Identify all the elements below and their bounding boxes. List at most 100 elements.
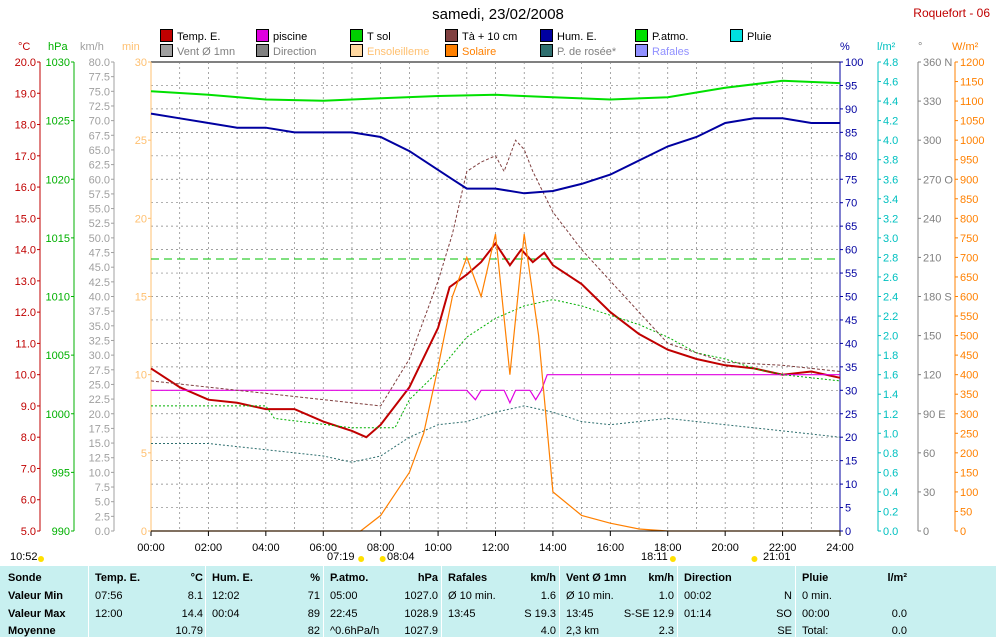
stats-header: Direction: [684, 572, 732, 584]
stats-cell-time: 2,3 km: [566, 625, 600, 637]
axis-label-rain: 3.8: [883, 155, 898, 167]
axis-label-rain: 0.4: [883, 487, 898, 499]
axis-label-wind: 47.5: [89, 248, 110, 260]
stats-cell-value: 14.4: [181, 608, 203, 620]
stats-cell-value: 82: [307, 625, 320, 637]
marker-dot-sunrise: [358, 556, 365, 562]
axis-label-solar: 850: [960, 194, 978, 206]
axis-label-wind: 57.5: [89, 189, 110, 201]
legend-item: Rafales: [635, 44, 689, 58]
legend-item: piscine: [256, 29, 307, 43]
axis-label-rain: 4.8: [883, 57, 898, 69]
legend-item: T sol: [350, 29, 391, 43]
stats-cell-value: SO: [776, 608, 792, 620]
axis-label-rain: 1.4: [883, 389, 898, 401]
axis-label-press: 1010: [46, 292, 70, 304]
axis-label-wind: 75.0: [89, 86, 110, 98]
axis-label-rain: 2.0: [883, 331, 898, 343]
axis-label-hum: 85: [845, 127, 857, 139]
legend-label: Vent Ø 1mn: [177, 46, 236, 58]
x-tick-label: 04:00: [252, 542, 280, 554]
axis-label-hum: 80: [845, 151, 857, 163]
axis-label-wind: 45.0: [89, 262, 110, 274]
axis-label-dir: 240: [923, 213, 941, 225]
axis-label-wind: 67.5: [89, 130, 110, 142]
axis-label-solar: 200: [960, 448, 978, 460]
marker-dot-sunrise2: [379, 556, 386, 562]
axis-label-solar: 350: [960, 389, 978, 401]
axis-label-wind: 0.0: [95, 526, 110, 538]
axis-label-temp: 11.0: [15, 338, 36, 350]
axis-label-wind: 42.5: [89, 277, 110, 289]
legend-label: Hum. E.: [557, 31, 597, 43]
stats-cell-time: Total:: [802, 625, 829, 637]
axis-label-rain: 2.4: [883, 292, 898, 304]
series-line: [151, 299, 841, 429]
axis-label-wind: 25.0: [89, 379, 110, 391]
axis-label-dir: 360 N: [923, 57, 952, 69]
axis-label-temp: 8.0: [21, 432, 36, 444]
stats-cell-value: SE: [777, 625, 792, 637]
axis-label-press: 1030: [46, 57, 70, 69]
axis-label-hum: 20: [845, 432, 857, 444]
stats-header-unit: hPa: [417, 572, 438, 584]
stats-header: Temp. E.: [95, 572, 141, 584]
stats-separator: [795, 566, 796, 637]
stats-cell-value: 1.6: [540, 590, 556, 602]
stats-cell-time: Ø 10 min.: [448, 590, 496, 602]
axis-label-wind: 2.5: [95, 511, 110, 523]
axis-label-wind: 22.5: [89, 394, 110, 406]
legend-item: Vent Ø 1mn: [160, 44, 235, 58]
axis-label-solar: 1000: [960, 135, 984, 147]
axis-label-hum: 75: [845, 174, 857, 186]
axis-label-dir: 270 O: [923, 174, 953, 186]
stats-panel: Sonde Temp. E. °C Hum. E.% P.atmo. hPa Rafales…: [0, 566, 996, 637]
marker-dot-sunset2: [751, 556, 758, 562]
stats-header-unit: km/h: [530, 572, 556, 584]
axis-label-dir: 90 E: [923, 409, 946, 421]
axis-label-sun: 0: [141, 526, 147, 538]
axis-label-solar: 550: [960, 311, 978, 323]
axis-label-temp: 9.0: [21, 401, 36, 413]
legend-item: Tà + 10 cm: [445, 29, 517, 43]
axis-label-hum: 35: [845, 362, 857, 374]
x-tick-label: 00:00: [137, 542, 165, 554]
axis-label-rain: 4.4: [883, 96, 898, 108]
axis-label-hum: 45: [845, 315, 857, 327]
legend-swatch: [160, 29, 173, 42]
series-line: [150, 139, 841, 407]
legend-swatch: [445, 44, 458, 57]
axis-label-solar: 300: [960, 409, 978, 421]
axis-label-wind: 30.0: [89, 350, 110, 362]
axis-label-rain: 1.6: [883, 370, 898, 382]
stats-cell-time: 00:00: [802, 608, 830, 620]
stats-cell-value: 1027.0: [404, 590, 438, 602]
axis-label-press: 995: [52, 467, 70, 479]
stats-row-label: Valeur Max: [8, 608, 66, 620]
stats-header: Pluie: [802, 572, 829, 584]
axis-label-sun: 5: [141, 448, 147, 460]
axis-label-solar: 1200: [960, 57, 984, 69]
axis-label-wind: 50.0: [89, 233, 110, 245]
stats-cell-value: 10.79: [175, 625, 203, 637]
stats-separator: [88, 566, 89, 637]
marker-sunset: 18:11: [641, 551, 668, 563]
axis-label-solar: 650: [960, 272, 978, 284]
axis-label-solar: 450: [960, 350, 978, 362]
axis-label-dir: 0: [923, 526, 929, 538]
axis-label-rain: 0.0: [883, 526, 898, 538]
axis-label-solar: 1150: [960, 77, 984, 89]
stats-cell-value: 1028.9: [404, 608, 438, 620]
stats-cell-value: S-SE 12.9: [623, 608, 674, 620]
axis-label-solar: 250: [960, 428, 978, 440]
axis-label-wind: 70.0: [89, 116, 110, 128]
stats-header: P.atmo.: [330, 572, 369, 584]
stats-cell-time: 01:14: [684, 608, 712, 620]
axis-label-wind: 17.5: [89, 423, 110, 435]
legend-label: T sol: [367, 31, 391, 43]
x-tick-label: 14:00: [539, 542, 567, 554]
axis-label-hum: 30: [845, 385, 857, 397]
axis-label-sun: 20: [135, 213, 147, 225]
series-line: [151, 233, 840, 532]
x-tick-label: 08:00: [367, 542, 395, 554]
